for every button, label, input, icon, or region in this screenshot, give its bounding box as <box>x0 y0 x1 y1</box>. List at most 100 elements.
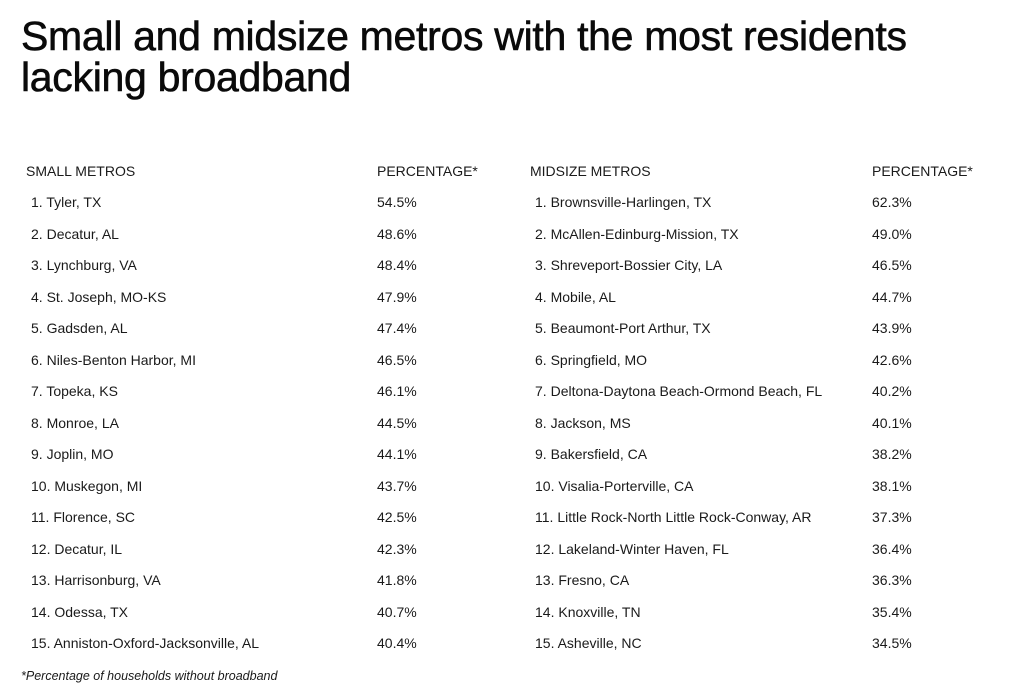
metro-name: Asheville, NC <box>557 635 642 651</box>
table-row: 5. Beaumont-Port Arthur, TX 43.9% <box>530 318 1010 350</box>
table-row: 10. Muskegon, MI 43.7% <box>26 476 506 508</box>
percentage-value: 48.6% <box>377 225 417 242</box>
metro-name: Shreveport-Bossier City, LA <box>550 257 723 273</box>
metro-cell: 12. Lakeland-Winter Haven, FL <box>535 539 729 559</box>
percentage-value: 34.5% <box>872 635 912 651</box>
rank-number: 7. <box>31 383 43 399</box>
rank-number: 8. <box>31 414 43 431</box>
metro-name: Tyler, TX <box>46 194 102 210</box>
rank-number: 9. <box>31 446 43 462</box>
table-row: 1. Tyler, TX 54.5% <box>26 192 506 224</box>
rank-number: 4. <box>31 288 43 305</box>
metro-name: Knoxville, TN <box>558 603 641 620</box>
table-row: 2. Decatur, AL 48.6% <box>26 224 506 256</box>
metro-cell: 14. Knoxville, TN <box>535 602 641 622</box>
rank-number: 8. <box>535 414 547 431</box>
percentage-value: 44.5% <box>377 414 417 431</box>
rank-number: 2. <box>31 225 43 242</box>
percentage-value: 44.7% <box>872 288 912 305</box>
table-row: 5. Gadsden, AL 47.4% <box>26 318 506 350</box>
percentage-value: 36.3% <box>872 572 912 588</box>
table-header: MIDSIZE METROS PERCENTAGE* <box>530 161 1010 181</box>
rank-number: 12. <box>535 540 555 557</box>
metro-name: Lakeland-Winter Haven, FL <box>558 540 729 557</box>
column-header-metro: SMALL METROS <box>26 163 136 179</box>
table-row: 15. Anniston-Oxford-Jacksonville, AL 40.4… <box>26 633 506 665</box>
metro-cell: 14. Odessa, TX <box>31 602 128 622</box>
rank-number: 11. <box>31 509 50 525</box>
metro-name: Florence, SC <box>53 509 136 525</box>
title-line-1: Small and midsize metros with the most r… <box>21 13 908 59</box>
percentage-value: 49.0% <box>872 225 912 242</box>
table-row: 11. Little Rock-North Little Rock-Conway… <box>530 507 1010 539</box>
metro-cell: 6. Springfield, MO <box>535 350 647 370</box>
metro-name: Little Rock-North Little Rock-Conway, AR <box>557 509 812 525</box>
metro-cell: 15. Anniston-Oxford-Jacksonville, AL <box>31 633 259 653</box>
metro-cell: 11. Little Rock-North Little Rock-Conway… <box>535 507 812 527</box>
metro-name: Jackson, MS <box>550 414 631 431</box>
metro-cell: 9. Bakersfield, CA <box>535 444 647 464</box>
rank-number: 12. <box>31 540 51 557</box>
table-body: 1. Tyler, TX 54.5% 2. Decatur, AL 48.6% 3. L… <box>26 192 506 665</box>
rank-number: 14. <box>31 603 51 620</box>
metro-name: Niles-Benton Harbor, MI <box>46 351 196 368</box>
table-row: 13. Harrisonburg, VA 41.8% <box>26 570 506 602</box>
metro-name: Anniston-Oxford-Jacksonville, AL <box>53 635 260 651</box>
table-row: 3. Shreveport-Bossier City, LA 46.5% <box>530 255 1010 287</box>
rank-number: 6. <box>31 351 43 368</box>
percentage-value: 38.2% <box>872 446 912 462</box>
metro-name: Decatur, IL <box>54 540 123 557</box>
table-row: 10. Visalia-Porterville, CA 38.1% <box>530 476 1010 508</box>
rank-number: 10. <box>535 477 555 494</box>
metro-cell: 4. St. Joseph, MO-KS <box>31 287 166 307</box>
percentage-value: 43.9% <box>872 320 912 336</box>
column-header-metro: MIDSIZE METROS <box>530 163 651 179</box>
percentage-value: 46.5% <box>377 351 417 368</box>
metro-name: Harrisonburg, VA <box>54 572 161 588</box>
percentage-value: 38.1% <box>872 477 912 494</box>
percentage-value: 37.3% <box>872 509 912 525</box>
rank-number: 1. <box>31 194 43 210</box>
table-row: 6. Niles-Benton Harbor, MI 46.5% <box>26 350 506 382</box>
table-row: 7. Deltona-Daytona Beach-Ormond Beach, F… <box>530 381 1010 413</box>
metro-cell: 13. Harrisonburg, VA <box>31 570 161 590</box>
metro-name: Joplin, MO <box>46 446 114 462</box>
metro-cell: 2. McAllen-Edinburg-Mission, TX <box>535 224 739 244</box>
metro-name: Deltona-Daytona Beach-Ormond Beach, FL <box>550 383 823 399</box>
rank-number: 7. <box>535 383 547 399</box>
metro-cell: 6. Niles-Benton Harbor, MI <box>31 350 196 370</box>
metro-name: St. Joseph, MO-KS <box>46 288 167 305</box>
table-row: 12. Lakeland-Winter Haven, FL 36.4% <box>530 539 1010 571</box>
metro-name: Brownsville-Harlingen, TX <box>550 194 712 210</box>
metro-name: Springfield, MO <box>550 351 648 368</box>
rank-number: 13. <box>535 572 555 588</box>
metro-cell: 5. Gadsden, AL <box>31 318 128 338</box>
table-header: SMALL METROS PERCENTAGE* <box>26 161 506 181</box>
metro-cell: 13. Fresno, CA <box>535 570 629 590</box>
metro-name: Beaumont-Port Arthur, TX <box>550 320 711 336</box>
table-row: 9. Bakersfield, CA 38.2% <box>530 444 1010 476</box>
metro-cell: 1. Tyler, TX <box>31 192 101 212</box>
table-row: 3. Lynchburg, VA 48.4% <box>26 255 506 287</box>
rank-number: 4. <box>535 288 547 305</box>
percentage-value: 40.1% <box>872 414 912 431</box>
metro-name: Decatur, AL <box>46 225 119 242</box>
percentage-value: 40.4% <box>377 635 417 651</box>
table-row: 6. Springfield, MO 42.6% <box>530 350 1010 382</box>
metro-name: Odessa, TX <box>54 603 129 620</box>
table-row: 14. Knoxville, TN 35.4% <box>530 602 1010 634</box>
metro-cell: 3. Shreveport-Bossier City, LA <box>535 255 722 275</box>
metro-name: Bakersfield, CA <box>550 446 648 462</box>
metro-name: Fresno, CA <box>558 572 630 588</box>
rank-number: 6. <box>535 351 547 368</box>
metro-cell: 10. Muskegon, MI <box>31 476 142 496</box>
rank-number: 14. <box>535 603 555 620</box>
percentage-value: 47.4% <box>377 320 417 336</box>
table-row: 14. Odessa, TX 40.7% <box>26 602 506 634</box>
metro-cell: 2. Decatur, AL <box>31 224 119 244</box>
metro-cell: 7. Deltona-Daytona Beach-Ormond Beach, F… <box>535 381 822 401</box>
metro-cell: 15. Asheville, NC <box>535 633 642 653</box>
rank-number: 3. <box>535 257 547 273</box>
table-row: 13. Fresno, CA 36.3% <box>530 570 1010 602</box>
percentage-value: 36.4% <box>872 540 912 557</box>
